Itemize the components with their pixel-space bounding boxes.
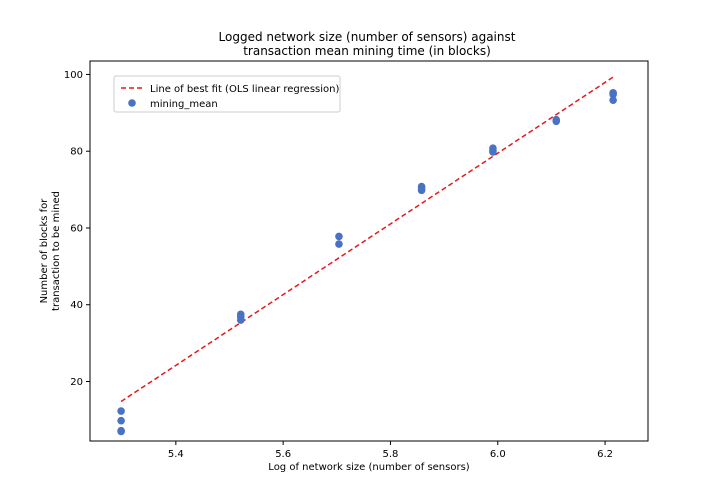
chart-title: Logged network size (number of sensors) … (219, 30, 516, 58)
scatter-point (236, 316, 245, 324)
series-layer (117, 76, 617, 436)
y-axis-label-line-2: transaction to be mined (51, 191, 62, 311)
scatter-point (489, 148, 497, 156)
plot-frame (89, 60, 649, 442)
scatter-point (117, 416, 125, 425)
x-tick-label: 5.8 (383, 449, 399, 460)
y-axis-ticks: 20 40 60 80 100 (64, 70, 90, 388)
legend-scatter-label: mining_mean (150, 99, 218, 110)
x-tick-label: 5.6 (275, 449, 291, 460)
y-axis-label: Number of blocks for transaction to be m… (39, 191, 62, 311)
legend: Line of best fit (OLS linear regression)… (113, 75, 341, 113)
y-tick-label: 60 (70, 223, 83, 234)
y-tick-label: 40 (70, 300, 83, 311)
best-fit-line (120, 76, 614, 403)
y-tick-label: 80 (70, 147, 83, 158)
x-tick-label: 5.4 (168, 449, 184, 460)
y-axis-label-line-1: Number of blocks for (39, 198, 50, 304)
scatter-point (117, 427, 125, 436)
scatter-point (117, 407, 125, 415)
scatter-point (417, 186, 426, 195)
y-tick-label: 100 (64, 70, 83, 81)
x-axis-label: Log of network size (number of sensors) (268, 462, 469, 473)
scatter-point (609, 90, 617, 99)
scatter-point (335, 240, 343, 248)
legend-scatter-swatch (128, 99, 136, 107)
chart-title-line-2: transaction mean mining time (in blocks) (243, 44, 491, 58)
y-tick-label: 20 (70, 377, 83, 388)
scatter-point (552, 117, 561, 126)
scatter-point (335, 232, 343, 241)
legend-box (113, 75, 341, 113)
legend-line-label: Line of best fit (OLS linear regression) (150, 84, 339, 95)
x-tick-label: 6.2 (597, 449, 613, 460)
scatter-point (609, 96, 617, 104)
x-tick-label: 6.0 (490, 449, 506, 460)
chart-title-line-1: Logged network size (number of sensors) … (219, 30, 516, 44)
x-axis-ticks: 5.4 5.6 5.8 6.0 6.2 (168, 441, 613, 460)
